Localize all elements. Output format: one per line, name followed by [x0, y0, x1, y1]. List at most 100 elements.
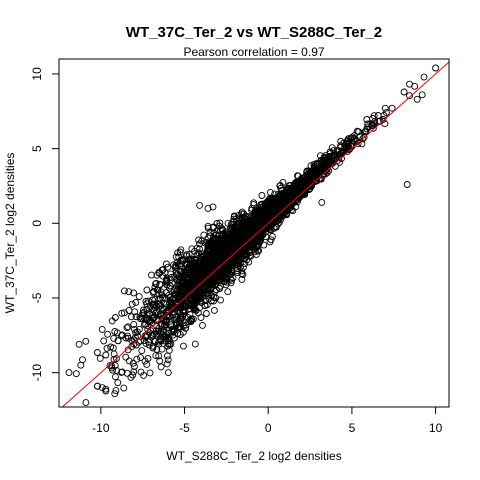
data-point [197, 314, 205, 322]
data-point [239, 271, 247, 278]
data-point [209, 262, 217, 270]
data-point [114, 379, 122, 387]
data-point [202, 310, 210, 317]
data-point [245, 249, 253, 257]
data-point [221, 248, 229, 256]
data-point [158, 345, 166, 353]
x-tick-label: -10 [92, 421, 110, 435]
data-point [112, 355, 120, 363]
data-point [157, 302, 164, 310]
data-point [222, 253, 230, 261]
data-point [173, 301, 181, 309]
data-point [162, 312, 170, 320]
data-point [174, 308, 182, 316]
data-point [185, 290, 193, 298]
data-point [118, 368, 126, 376]
data-point [150, 301, 157, 309]
data-point [331, 152, 339, 160]
data-point [190, 261, 198, 269]
data-point [131, 325, 138, 333]
data-point [192, 275, 200, 283]
data-point [233, 239, 241, 247]
data-point [152, 280, 160, 288]
data-point [237, 254, 245, 262]
data-point [337, 149, 345, 157]
x-axis-label: WT_S288C_Ter_2 log2 densities [166, 449, 341, 463]
data-point [258, 192, 266, 199]
data-point [183, 251, 191, 259]
data-point [342, 145, 350, 153]
chart-title: WT_37C_Ter_2 vs WT_S288C_Ter_2 [126, 24, 382, 41]
data-point [174, 281, 182, 289]
data-point [191, 340, 199, 348]
data-point [167, 270, 175, 278]
data-point [111, 314, 119, 321]
data-point [238, 267, 246, 275]
data-point [191, 299, 199, 307]
data-point [217, 282, 224, 290]
data-point [137, 368, 145, 376]
data-point [96, 354, 104, 362]
data-point [301, 191, 309, 198]
data-point [77, 361, 85, 369]
data-point [168, 328, 176, 335]
data-point [354, 140, 362, 147]
data-point [278, 186, 286, 194]
data-point [208, 258, 216, 266]
data-point [179, 342, 187, 350]
data-point [111, 390, 119, 398]
data-point [182, 283, 189, 290]
data-point [227, 248, 235, 256]
data-point [310, 164, 318, 172]
data-point [206, 239, 213, 247]
data-point [166, 340, 173, 348]
data-point [232, 234, 240, 242]
data-point [152, 352, 160, 360]
data-point [102, 351, 110, 359]
data-point [218, 237, 226, 245]
data-point [143, 300, 151, 308]
data-point [420, 73, 428, 81]
data-point [204, 204, 212, 212]
data-point [212, 270, 220, 278]
data-point [242, 249, 250, 257]
data-point [432, 64, 440, 72]
data-point [237, 230, 245, 238]
data-point [336, 150, 344, 158]
data-point [261, 200, 269, 208]
data-point [228, 224, 236, 232]
data-point [297, 191, 305, 199]
data-point [132, 329, 140, 336]
data-point [236, 219, 244, 227]
data-point [109, 366, 117, 374]
data-point [186, 294, 194, 302]
data-point [111, 328, 119, 335]
data-point [252, 213, 260, 221]
data-point [259, 209, 267, 217]
data-point [122, 334, 130, 342]
data-point [363, 116, 371, 123]
data-point [188, 245, 196, 253]
data-point [196, 245, 203, 253]
data-point [210, 272, 218, 280]
data-point [176, 262, 184, 270]
data-point [138, 347, 146, 355]
data-point [381, 104, 389, 112]
data-point [123, 369, 131, 377]
data-point [184, 264, 192, 272]
data-point [149, 311, 157, 319]
data-point [127, 313, 135, 321]
data-point [142, 339, 150, 347]
data-point [283, 192, 291, 200]
data-point [388, 104, 396, 112]
data-point [400, 88, 408, 96]
data-point [112, 387, 120, 395]
data-point [244, 223, 252, 231]
data-point [135, 293, 143, 301]
data-point [161, 294, 169, 302]
data-point [93, 349, 101, 356]
data-point [199, 321, 206, 329]
data-point [406, 80, 413, 88]
data-point [260, 206, 268, 214]
